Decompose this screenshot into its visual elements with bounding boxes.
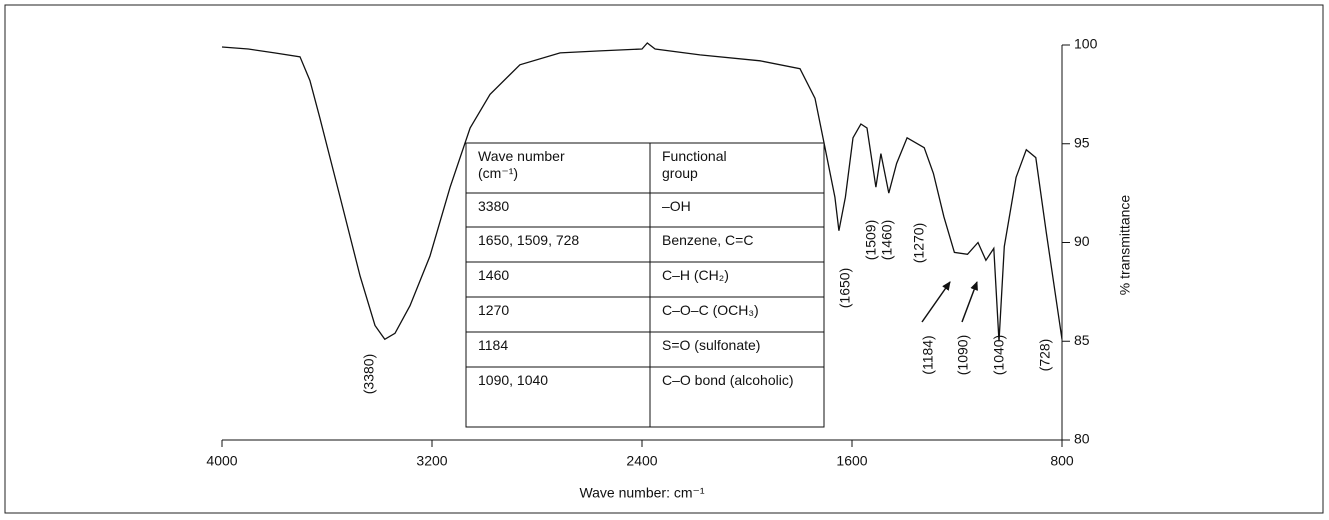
table-cell: 3380: [478, 198, 509, 214]
x-tick-label: 3200: [416, 453, 447, 469]
table-cell: 1460: [478, 267, 509, 283]
table-cell: 1270: [478, 302, 509, 318]
y-tick-label: 80: [1074, 431, 1090, 447]
table-cell: Functional group: [662, 148, 727, 181]
table-cell-line: 1460: [478, 267, 509, 283]
table-cell: –OH: [662, 198, 691, 214]
peak-label: (1090): [955, 335, 971, 375]
peak-label: (3380): [361, 354, 377, 394]
x-tick-label: 4000: [206, 453, 237, 469]
table-cell: 1090, 1040: [478, 372, 548, 388]
peak-label: (1270): [911, 223, 927, 263]
table-cell-line: Wave number: [478, 148, 565, 164]
table-cell-line: 1270: [478, 302, 509, 318]
table-cell-line: S=O (sulfonate): [662, 337, 760, 353]
peak-label: (728): [1037, 339, 1053, 372]
table-cell-line: 1184: [478, 337, 508, 353]
table-cell-line: C–O–C (OCH₃): [662, 302, 759, 318]
table-cell-line: –OH: [662, 198, 691, 214]
table-cell: C–H (CH₂): [662, 267, 729, 283]
y-tick-label: 90: [1074, 233, 1090, 249]
table-cell: C–O bond (alcoholic): [662, 372, 794, 388]
arrow: [921, 281, 951, 323]
arrow: [961, 281, 978, 323]
y-tick-label: 85: [1074, 332, 1090, 348]
table-cell-line: C–H (CH₂): [662, 267, 729, 283]
peak-label: (1040): [991, 335, 1007, 375]
table-cell-line: Functional: [662, 148, 727, 164]
table-cell-line: (cm⁻¹): [478, 165, 518, 181]
peak-label: (1650): [837, 268, 853, 308]
y-axis-label: % transmittance: [1117, 195, 1133, 296]
frame: [4, 4, 1324, 514]
table-cell-line: 3380: [478, 198, 509, 214]
table-cell: Benzene, C=C: [662, 232, 753, 248]
table-cell: 1184: [478, 337, 508, 353]
x-tick-label: 800: [1050, 453, 1074, 469]
table-cell: Wave number (cm⁻¹): [478, 148, 565, 181]
y-tick-label: 95: [1074, 134, 1090, 150]
table-box: [465, 142, 825, 428]
table-cell-line: 1650, 1509, 728: [478, 232, 579, 248]
table-cell-line: 1090, 1040: [478, 372, 548, 388]
table-cell-line: C–O bond (alcoholic): [662, 372, 794, 388]
peak-label: (1509): [863, 220, 879, 260]
table-cell: S=O (sulfonate): [662, 337, 760, 353]
table-cell-line: group: [662, 165, 698, 181]
table-cell-line: Benzene, C=C: [662, 232, 753, 248]
table-cell: 1650, 1509, 728: [478, 232, 579, 248]
y-tick-label: 100: [1074, 36, 1098, 52]
table-cell: C–O–C (OCH₃): [662, 302, 759, 318]
spectrum-line: [221, 42, 1063, 342]
x-axis-label: Wave number: cm⁻¹: [579, 485, 704, 501]
x-tick-label: 1600: [836, 453, 867, 469]
x-tick-label: 2400: [626, 453, 657, 469]
peak-label: (1184): [920, 335, 936, 374]
peak-label: (1460): [879, 220, 895, 260]
